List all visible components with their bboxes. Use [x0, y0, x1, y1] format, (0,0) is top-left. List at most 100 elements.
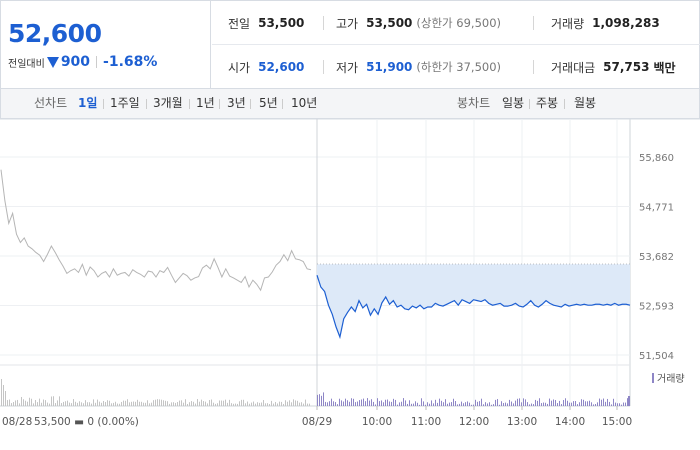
stat-value: 53,500 — [366, 16, 413, 30]
volume-bar — [527, 402, 528, 406]
volume-bar — [547, 403, 548, 406]
volume-bar — [63, 401, 64, 406]
change-rate: -1.68% — [103, 54, 158, 70]
volume-bar — [367, 398, 368, 406]
period-5y[interactable]: 5년 — [259, 96, 278, 110]
candle-weekly[interactable]: 주봉 — [536, 96, 559, 110]
volume-bar — [505, 402, 506, 406]
volume-bar — [113, 402, 114, 406]
volume-bar — [197, 399, 198, 406]
period-1y[interactable]: 1년 — [196, 96, 215, 110]
volume-bar — [69, 402, 70, 406]
line-chart-label: 선차트 — [34, 96, 68, 110]
volume-bar — [305, 399, 306, 406]
volume-bar — [227, 402, 228, 406]
volume-bar — [301, 402, 302, 406]
volume-bar — [439, 398, 440, 406]
volume-bar — [429, 403, 430, 406]
volume-bar — [487, 403, 488, 406]
volume-bar — [51, 396, 52, 406]
volume-bar — [297, 400, 298, 406]
volume-bar — [603, 398, 604, 406]
divider — [282, 99, 283, 109]
candle-monthly[interactable]: 월봉 — [574, 96, 597, 110]
volume-bar — [71, 403, 72, 406]
volume-bar — [201, 399, 202, 406]
chart-canvas: 55,860 54,771 53,682 52,593 51,504 08/29 10:00… — [0, 119, 700, 428]
volume-bar — [207, 403, 208, 406]
volume-bar — [199, 401, 200, 406]
volume-bar — [481, 398, 482, 406]
volume-bar — [195, 403, 196, 406]
volume-bar — [1, 379, 2, 406]
volume-bar — [127, 399, 128, 406]
candle-daily[interactable]: 일봉 — [502, 96, 525, 110]
quote-header: 52,600 전일대비 900 -1.68% 전일 53,500 고가 53,5… — [0, 0, 700, 89]
period-1d[interactable]: 1일 — [78, 96, 98, 110]
period-3m[interactable]: 3개월 — [153, 96, 183, 110]
volume-bar — [275, 401, 276, 406]
volume-bar — [129, 402, 130, 406]
divider — [564, 99, 565, 109]
y-tick-label: 54,771 — [639, 203, 674, 214]
volume-bar — [611, 404, 612, 406]
volume-bar — [149, 403, 150, 406]
x-tick-label: 10:00 — [362, 416, 392, 428]
volume-bar — [135, 401, 136, 406]
volume-bar — [507, 403, 508, 406]
volume-bar — [317, 394, 318, 406]
volume-bar — [85, 400, 86, 406]
volume-bar — [3, 385, 4, 406]
volume-bar — [169, 403, 170, 406]
volume-bar — [561, 404, 562, 406]
period-10y[interactable]: 10년 — [291, 96, 318, 110]
volume-bar — [123, 400, 124, 406]
volume-bar — [609, 401, 610, 406]
volume-bar — [359, 400, 360, 406]
volume-bar — [397, 404, 398, 406]
volume-bar — [555, 400, 556, 406]
volume-bar — [117, 403, 118, 406]
volume-bar — [509, 399, 510, 406]
volume-bar — [19, 403, 20, 406]
volume-bar — [627, 398, 628, 406]
volume-bar — [559, 400, 560, 406]
period-3y[interactable]: 3년 — [227, 96, 246, 110]
volume-bar — [75, 401, 76, 406]
volume-bar — [379, 401, 380, 406]
volume-bar — [299, 402, 300, 406]
volume-bar — [497, 399, 498, 406]
volume-bar — [529, 404, 530, 406]
quote-stats: 전일 53,500 고가 53,500 (상한가 69,500) 거래량 1,0… — [212, 1, 700, 89]
volume-bar — [419, 404, 420, 406]
volume-bar — [13, 402, 14, 406]
volume-bar — [607, 398, 608, 406]
volume-bar — [141, 401, 142, 406]
volume-bar — [545, 402, 546, 406]
volume-bar — [371, 399, 372, 406]
volume-bar — [345, 398, 346, 406]
volume-bar — [613, 398, 614, 406]
volume-bar — [181, 400, 182, 406]
volume-bar — [83, 403, 84, 406]
volume-bar — [349, 401, 350, 406]
stats-row-1: 전일 53,500 고가 53,500 (상한가 69,500) 거래량 1,0… — [212, 1, 700, 45]
volume-bar — [373, 401, 374, 406]
volume-bar — [501, 401, 502, 406]
volume-bar — [443, 402, 444, 406]
volume-bar — [287, 401, 288, 406]
volume-bar — [409, 400, 410, 406]
volume-bar — [5, 391, 6, 406]
stat-low: 저가 51,900 (하한가 37,500) — [336, 45, 501, 89]
volume-bar — [193, 401, 194, 406]
volume-bar — [591, 402, 592, 406]
volume-bar — [557, 403, 558, 406]
volume-bar — [139, 401, 140, 406]
volume-bar — [459, 403, 460, 406]
volume-bar — [617, 403, 618, 406]
volume-bar — [623, 402, 624, 406]
period-1w[interactable]: 1주일 — [110, 96, 140, 110]
volume-bar — [171, 402, 172, 406]
volume-bar — [177, 402, 178, 406]
volume-bar — [91, 403, 92, 406]
